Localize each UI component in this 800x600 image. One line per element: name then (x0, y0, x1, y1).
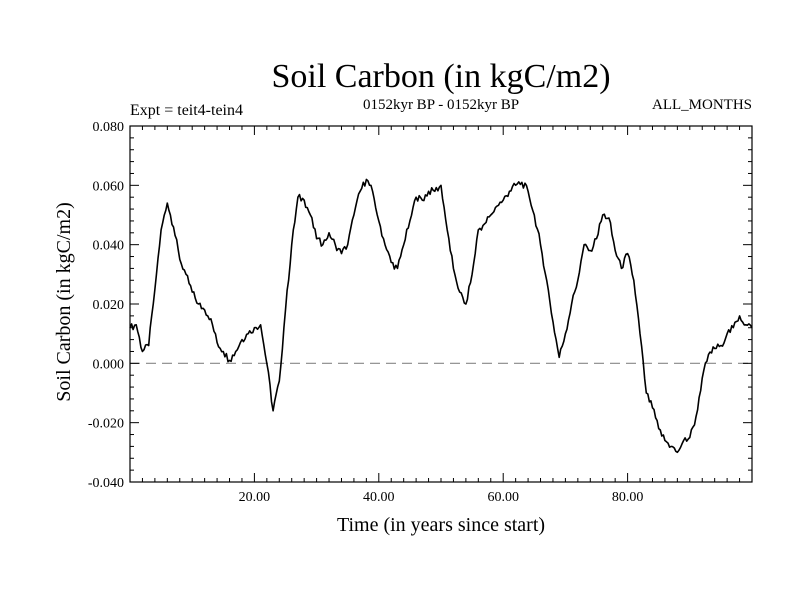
y-tick-label: 0.040 (93, 239, 125, 254)
y-tick-label: 0.080 (93, 120, 125, 135)
y-tick-label: -0.020 (88, 417, 124, 432)
x-tick-label: 40.00 (363, 490, 395, 505)
y-tick-label: 0.020 (93, 298, 125, 313)
months-annotation: ALL_MONTHS (652, 97, 752, 113)
y-tick-label: 0.060 (93, 179, 125, 194)
y-tick-label: 0.000 (93, 357, 125, 372)
x-axis-label: Time (in years since start) (337, 514, 545, 536)
x-tick-label: 20.00 (239, 490, 271, 505)
x-tick-label: 80.00 (612, 490, 644, 505)
y-tick-label: -0.040 (88, 476, 124, 491)
chart-title: Soil Carbon (in kgC/m2) (271, 58, 610, 95)
ticks-group (130, 125, 752, 483)
y-axis-label: Soil Carbon (in kgC/m2) (53, 202, 75, 401)
tick-labels-group: 20.00 40.00 60.00 80.00 -0.040 -0.020 0.000 0.0… (88, 120, 644, 505)
chart-subtitle: 0152kyr BP - 0152kyr BP (363, 97, 519, 113)
series-line-soil-carbon (129, 178, 753, 454)
x-tick-label: 60.00 (487, 490, 519, 505)
plot-frame (129, 125, 753, 483)
experiment-annotation: Expt = teit4-tein4 (130, 102, 243, 119)
series-group (129, 178, 753, 454)
